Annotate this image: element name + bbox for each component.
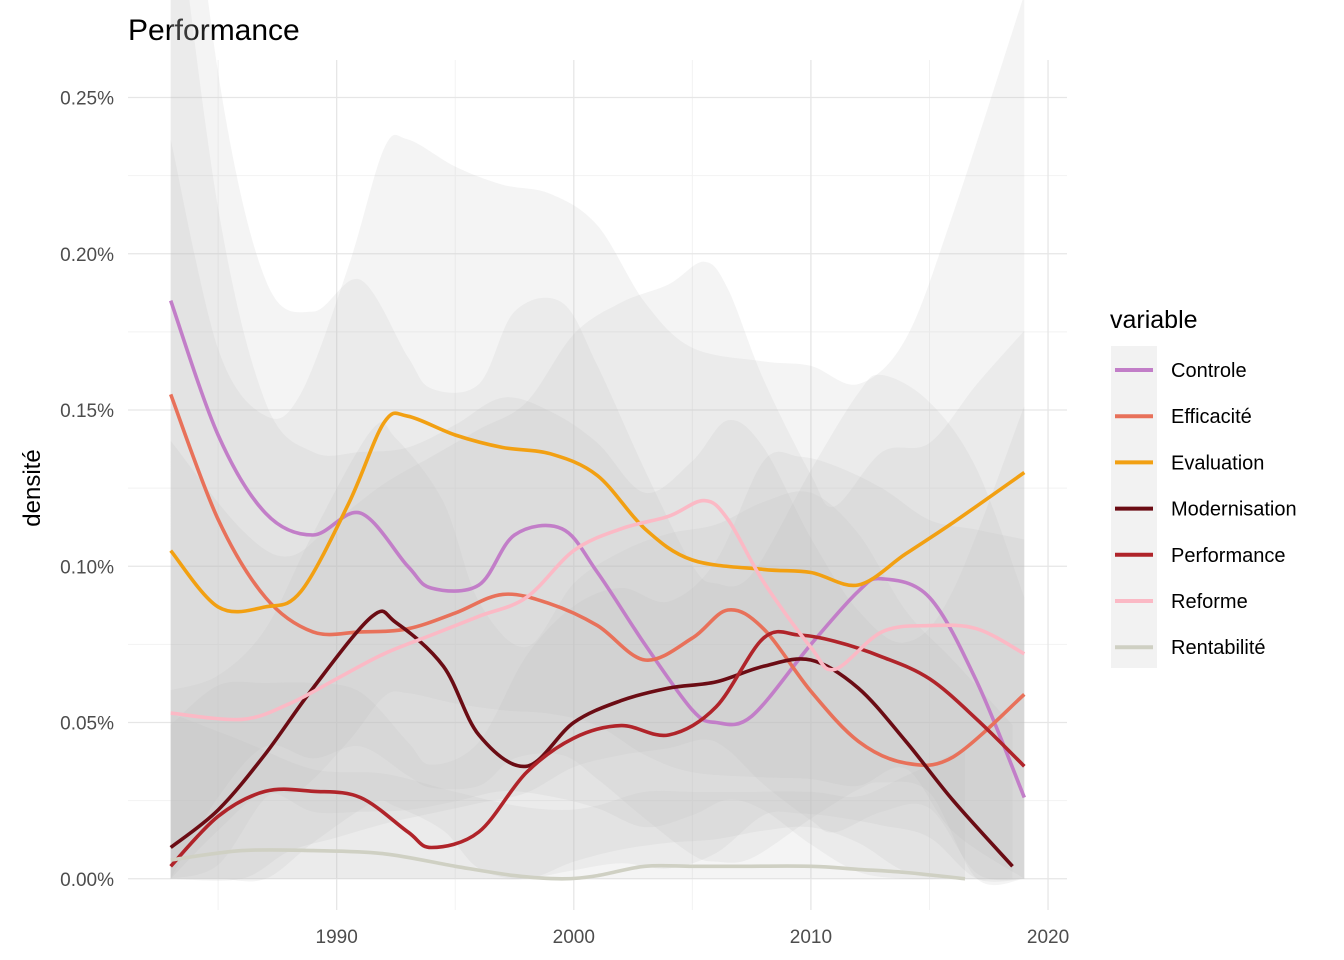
legend-label: Reforme — [1171, 591, 1248, 613]
legend-label: Modernisation — [1171, 499, 1297, 521]
confidence-band — [170, 451, 1025, 882]
legend-label: Performance — [1171, 545, 1286, 567]
confidence-bands — [170, 0, 1025, 886]
legend-label: Efficacité — [1171, 406, 1252, 428]
legend-label: Controle — [1171, 360, 1247, 382]
x-tick-label: 2020 — [1027, 927, 1069, 948]
x-tick-label: 2000 — [553, 927, 595, 948]
y-tick-label: 0.05% — [60, 714, 114, 735]
series-line — [169, 629, 1026, 868]
y-tick-label: 0.00% — [60, 870, 114, 891]
y-tick-label: 0.20% — [60, 245, 114, 266]
chart-title: Performance — [128, 14, 300, 47]
x-tick-labels: 1990 2000 2010 2020 — [316, 927, 1070, 948]
series-line — [170, 848, 966, 881]
series-line — [170, 498, 1026, 722]
y-tick-label: 0.25% — [60, 89, 114, 110]
series-line — [169, 609, 1014, 868]
confidence-band — [170, 713, 965, 879]
series-line — [169, 393, 1026, 768]
series-line — [169, 411, 1026, 614]
legend-title: variable — [1110, 306, 1198, 334]
grid-major — [128, 60, 1067, 910]
legend: variable Controle Efficacité Evaluation Mod… — [1110, 306, 1297, 668]
legend-label: Evaluation — [1171, 452, 1264, 474]
grid-minor — [128, 60, 1067, 910]
y-tick-labels: 0.00% 0.05% 0.10% 0.15% 0.20% 0.25% — [60, 89, 114, 891]
legend-label: Rentabilité — [1171, 637, 1266, 659]
x-tick-label: 1990 — [316, 927, 358, 948]
x-tick-label: 2010 — [790, 927, 832, 948]
series-line — [169, 300, 1026, 799]
confidence-band — [170, 0, 1025, 886]
series-lines — [169, 300, 1026, 881]
confidence-band — [170, 422, 1013, 882]
y-tick-label: 0.10% — [60, 557, 114, 578]
y-tick-label: 0.15% — [60, 401, 114, 422]
y-axis-title: densité — [19, 449, 46, 526]
